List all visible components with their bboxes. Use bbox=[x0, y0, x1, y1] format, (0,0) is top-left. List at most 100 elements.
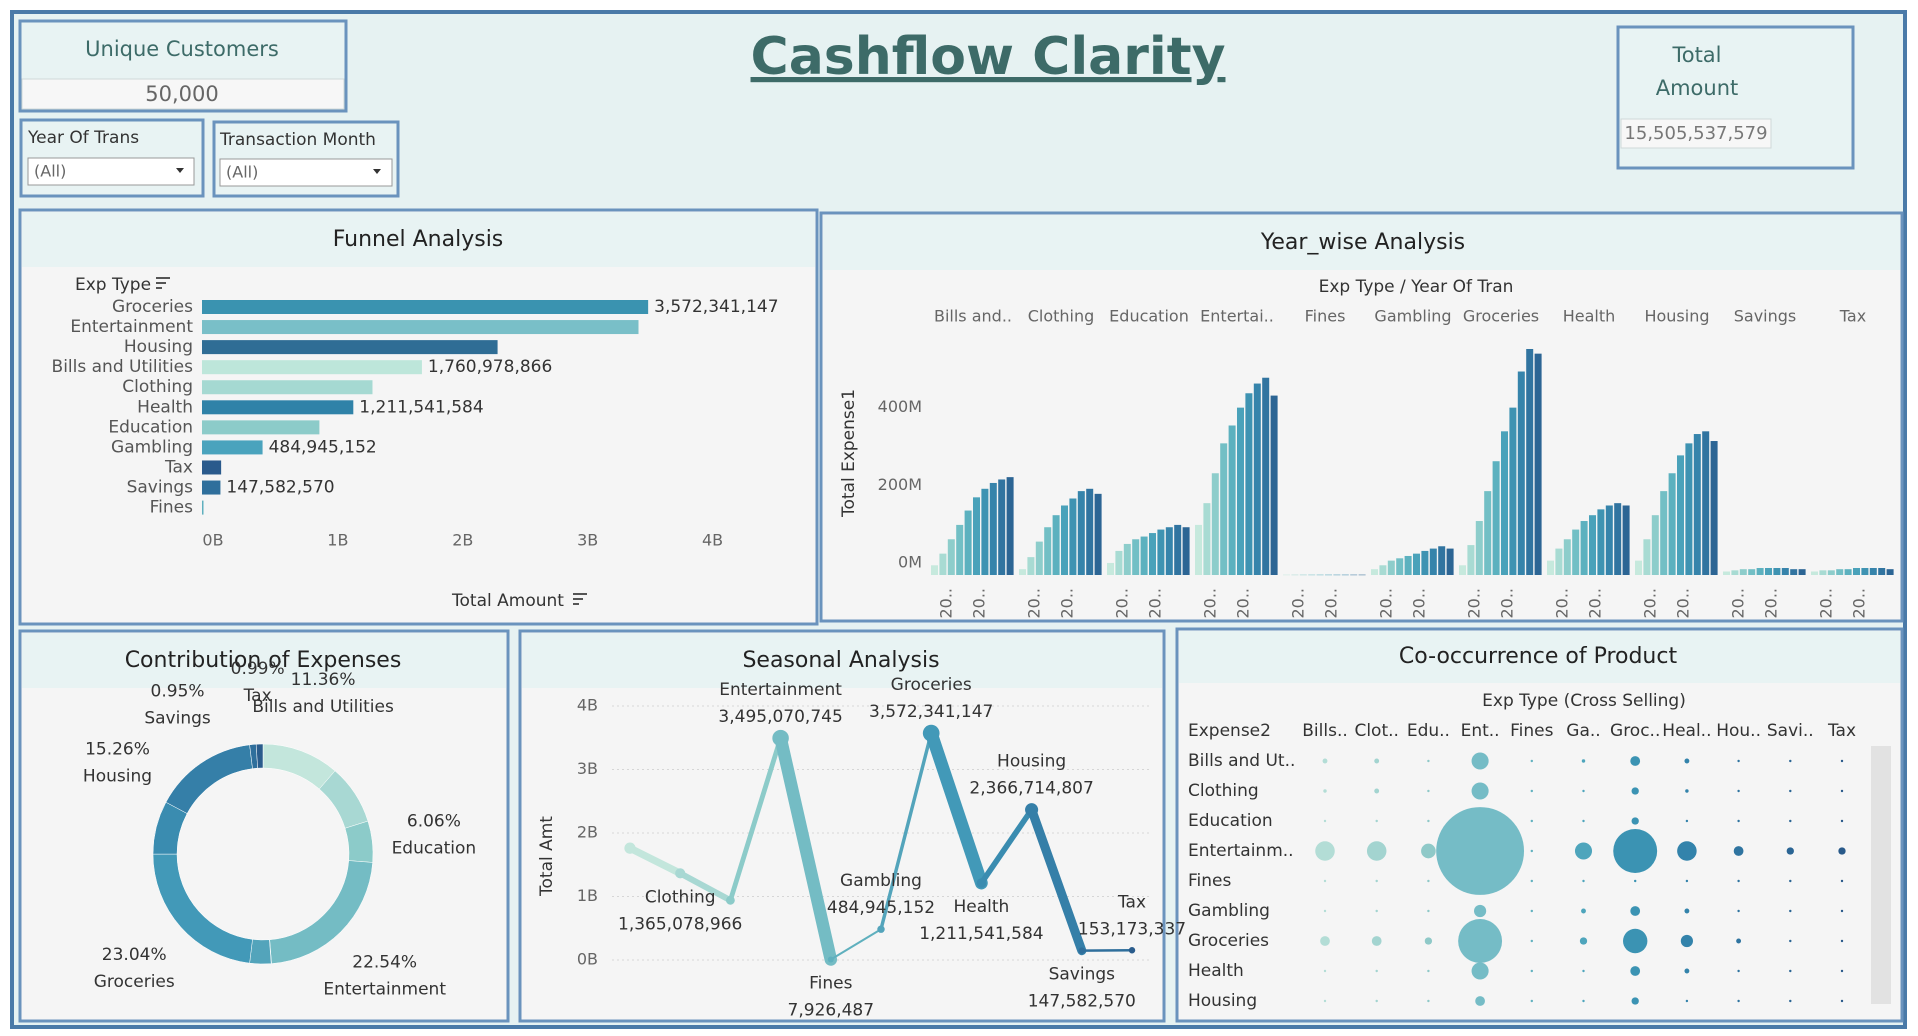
row-label: Entertainm.. bbox=[1188, 841, 1294, 861]
bar bbox=[1387, 560, 1395, 575]
column-label: Fines bbox=[1510, 721, 1553, 741]
bubble bbox=[1840, 969, 1844, 973]
bar bbox=[1270, 395, 1278, 575]
x-tick-label: 20.. bbox=[1817, 588, 1836, 619]
bubble bbox=[1475, 996, 1485, 1006]
x-tick-label: 20.. bbox=[1674, 588, 1693, 619]
bar bbox=[202, 400, 354, 415]
dropdown-value[interactable]: (All) bbox=[34, 162, 66, 181]
dropdown[interactable] bbox=[27, 157, 195, 186]
bar bbox=[939, 553, 947, 575]
group-label: Clothing bbox=[1028, 307, 1095, 326]
bar bbox=[1140, 536, 1148, 575]
bar bbox=[1702, 431, 1710, 575]
x-tick-label: 2B bbox=[452, 531, 473, 550]
bar bbox=[1580, 521, 1588, 575]
bar bbox=[1123, 543, 1131, 575]
bubble bbox=[1737, 789, 1740, 793]
bar bbox=[947, 539, 955, 575]
bar bbox=[1061, 505, 1068, 575]
bubble bbox=[1322, 758, 1328, 764]
bar bbox=[1069, 498, 1077, 575]
bubble bbox=[1789, 999, 1792, 1003]
bubble bbox=[1421, 843, 1436, 859]
bubble bbox=[1323, 909, 1327, 913]
bar bbox=[1291, 574, 1299, 576]
x-tick-label: 20.. bbox=[970, 588, 989, 619]
bar bbox=[1438, 546, 1446, 575]
kpi-label: Total bbox=[1671, 43, 1721, 67]
data-label: 147,582,570 bbox=[1028, 992, 1136, 1012]
scrollbar[interactable] bbox=[1871, 746, 1891, 1004]
bubble bbox=[1579, 937, 1588, 945]
x-tick-label: 20.. bbox=[1377, 588, 1396, 619]
bubble bbox=[1323, 819, 1327, 823]
kpi-value-box bbox=[1620, 118, 1772, 149]
bar bbox=[1203, 503, 1211, 575]
panel bbox=[518, 629, 1166, 1023]
bar bbox=[1052, 515, 1060, 575]
x-tick-label: 20.. bbox=[1729, 588, 1748, 619]
bar bbox=[1245, 393, 1253, 575]
bubble bbox=[1733, 846, 1744, 856]
bar bbox=[956, 524, 964, 575]
panel-header bbox=[22, 212, 815, 267]
bubble bbox=[1427, 759, 1430, 763]
bubble bbox=[1685, 819, 1689, 823]
data-label: 6.06% bbox=[407, 812, 461, 832]
bubble bbox=[1427, 969, 1430, 973]
dropdown-arrow[interactable] bbox=[373, 169, 381, 174]
kpi-value-box bbox=[21, 78, 345, 110]
bar bbox=[1668, 473, 1676, 575]
bar bbox=[1723, 571, 1730, 575]
bar bbox=[1710, 441, 1718, 575]
bar bbox=[1572, 529, 1580, 575]
group-label: Groceries bbox=[1463, 307, 1539, 326]
bubble bbox=[1427, 789, 1430, 793]
panel-header bbox=[22, 633, 506, 688]
bubble bbox=[1375, 969, 1378, 973]
point bbox=[1025, 803, 1039, 817]
axis-header: Exp Type (Cross Selling) bbox=[1482, 691, 1686, 711]
dropdown-value[interactable]: (All) bbox=[226, 163, 258, 182]
bubble bbox=[1323, 879, 1327, 883]
bar bbox=[1492, 461, 1500, 575]
bar bbox=[1459, 565, 1466, 575]
bubble bbox=[1530, 789, 1534, 793]
line-segment bbox=[829, 928, 883, 961]
bar bbox=[1253, 383, 1261, 575]
bubble bbox=[1323, 789, 1327, 793]
x-tick-label: 20.. bbox=[1322, 588, 1341, 619]
row-label: Clothing bbox=[1188, 781, 1259, 801]
point-label: Savings bbox=[1049, 965, 1116, 985]
column-label: Clot.. bbox=[1354, 721, 1398, 741]
bar bbox=[202, 500, 204, 515]
bar bbox=[989, 482, 997, 575]
column-label: Bills.. bbox=[1302, 721, 1348, 741]
bubble bbox=[1630, 966, 1641, 976]
x-tick-label: 20.. bbox=[1201, 588, 1220, 619]
dropdown[interactable] bbox=[219, 158, 393, 187]
bubble bbox=[1474, 904, 1487, 918]
bar bbox=[1798, 569, 1806, 575]
bar bbox=[1614, 503, 1622, 575]
y-tick-label: 1B bbox=[577, 886, 598, 905]
x-tick-label: 20.. bbox=[937, 588, 956, 619]
bubble bbox=[1323, 999, 1327, 1003]
x-tick-label: 20.. bbox=[1289, 588, 1308, 619]
group-label: Gambling bbox=[1374, 307, 1451, 326]
bar bbox=[1773, 568, 1781, 575]
row-label: Health bbox=[1188, 961, 1244, 981]
bubble bbox=[1840, 759, 1844, 763]
dropdown-arrow[interactable] bbox=[176, 168, 184, 173]
data-label: 2,366,714,807 bbox=[969, 779, 1093, 799]
bubble bbox=[1623, 928, 1648, 954]
data-label: 1,211,541,584 bbox=[359, 397, 483, 417]
data-label: 1,365,078,966 bbox=[618, 914, 742, 934]
bubble bbox=[1374, 788, 1380, 794]
line-segment bbox=[677, 870, 734, 904]
line-segment bbox=[1027, 805, 1087, 956]
data-label: 7,926,487 bbox=[788, 1000, 875, 1020]
bubble bbox=[1436, 807, 1525, 895]
bar bbox=[1341, 574, 1349, 576]
